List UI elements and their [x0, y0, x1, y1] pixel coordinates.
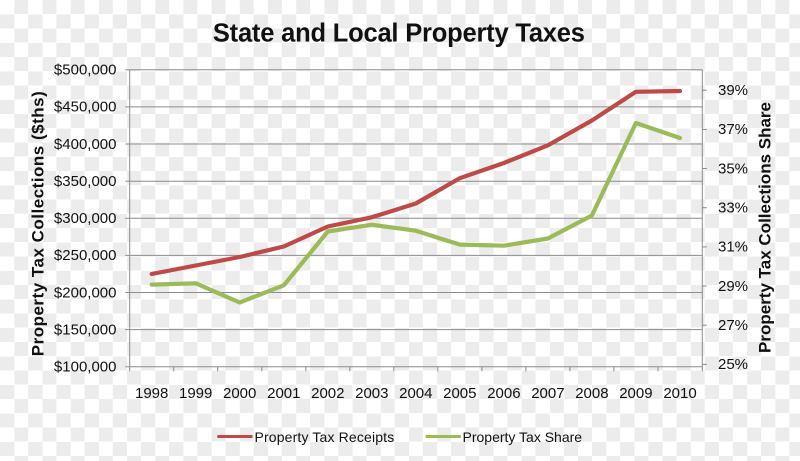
svg-text:1999: 1999: [179, 385, 212, 402]
svg-text:State and Local Property Taxes: State and Local Property Taxes: [213, 20, 585, 48]
svg-text:$100,000: $100,000: [54, 359, 117, 376]
svg-text:$450,000: $450,000: [54, 99, 117, 116]
svg-text:31%: 31%: [718, 239, 748, 256]
svg-text:$200,000: $200,000: [54, 284, 117, 301]
svg-text:2008: 2008: [575, 385, 608, 402]
svg-text:2006: 2006: [487, 385, 520, 402]
svg-text:2010: 2010: [663, 385, 696, 402]
svg-text:2001: 2001: [267, 385, 300, 402]
svg-text:37%: 37%: [718, 121, 748, 138]
svg-text:29%: 29%: [718, 278, 748, 295]
svg-text:$300,000: $300,000: [54, 210, 117, 227]
svg-text:33%: 33%: [718, 200, 748, 217]
svg-text:2004: 2004: [399, 385, 432, 402]
svg-text:Property Tax Share: Property Tax Share: [463, 429, 583, 445]
svg-text:2002: 2002: [311, 385, 344, 402]
svg-text:25%: 25%: [718, 356, 748, 373]
svg-text:$350,000: $350,000: [54, 173, 117, 190]
svg-text:$150,000: $150,000: [54, 321, 117, 338]
svg-text:2003: 2003: [355, 385, 388, 402]
svg-text:$500,000: $500,000: [54, 62, 117, 79]
svg-text:35%: 35%: [718, 160, 748, 177]
svg-text:Property Tax Collections ($ths: Property Tax Collections ($ths): [28, 91, 47, 357]
svg-text:$400,000: $400,000: [54, 136, 117, 153]
svg-text:27%: 27%: [718, 317, 748, 334]
svg-text:Property Tax Collections Share: Property Tax Collections Share: [756, 102, 775, 353]
svg-text:1998: 1998: [135, 385, 168, 402]
svg-text:2005: 2005: [443, 385, 476, 402]
svg-text:$250,000: $250,000: [54, 247, 117, 264]
svg-text:2007: 2007: [531, 385, 564, 402]
svg-text:2000: 2000: [223, 385, 256, 402]
svg-text:39%: 39%: [718, 82, 748, 99]
svg-text:Property Tax Receipts: Property Tax Receipts: [255, 429, 395, 445]
svg-text:2009: 2009: [619, 385, 652, 402]
